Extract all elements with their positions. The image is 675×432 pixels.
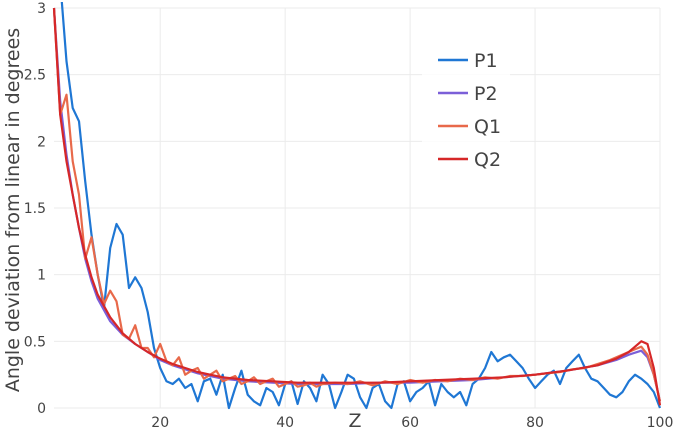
legend[interactable]: P1 P2 Q1 Q2 [422,38,510,176]
series-line-p1[interactable] [60,0,662,410]
y-axis-title: Angle deviation from linear in degrees [2,28,24,392]
series-line-q1[interactable] [52,7,662,402]
y-tick-label: 2.5 [24,68,46,84]
y-tick-label: 0 [37,401,46,417]
grid-lines [54,7,661,409]
x-axis-ticks: 20 40 60 80 100 [151,415,673,431]
x-tick-label: 100 [647,415,674,431]
y-axis-ticks: 0 0.5 1 1.5 2 2.5 3 [24,1,46,417]
x-tick-label: 20 [151,415,169,431]
y-tick-label: 1 [37,268,46,284]
series-line-p2[interactable] [52,7,662,402]
y-tick-label: 1.5 [24,201,46,217]
y-tick-label: 2 [37,134,46,150]
x-tick-label: 80 [526,415,544,431]
x-tick-label: 60 [401,415,419,431]
plot-area [52,0,662,410]
legend-label-q1[interactable]: Q1 [474,116,501,138]
y-tick-label: 0.5 [24,334,46,350]
series-line-q2[interactable] [52,7,662,406]
legend-label-p1[interactable]: P1 [474,50,498,72]
y-tick-label: 3 [37,1,46,17]
legend-label-p2[interactable]: P2 [474,83,498,105]
legend-label-q2[interactable]: Q2 [474,149,501,171]
x-axis-title: Z [348,410,361,432]
x-tick-label: 40 [276,415,294,431]
